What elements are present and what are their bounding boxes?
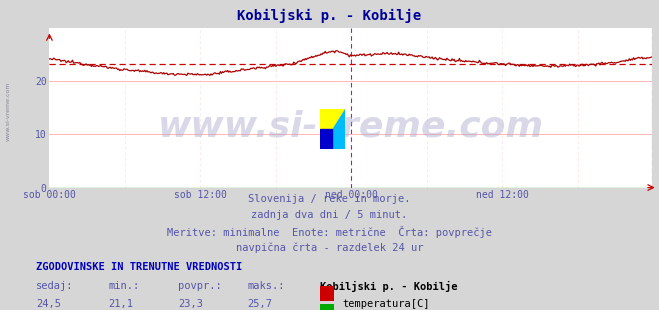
Text: www.si-vreme.com: www.si-vreme.com (5, 82, 11, 141)
Text: ZGODOVINSKE IN TRENUTNE VREDNOSTI: ZGODOVINSKE IN TRENUTNE VREDNOSTI (36, 262, 243, 272)
Text: 25,7: 25,7 (247, 299, 272, 309)
Text: Kobiljski p. - Kobilje: Kobiljski p. - Kobilje (320, 281, 457, 292)
Polygon shape (320, 129, 332, 149)
Text: sedaj:: sedaj: (36, 281, 74, 291)
Polygon shape (320, 108, 345, 149)
Text: maks.:: maks.: (247, 281, 285, 291)
Text: Kobiljski p. - Kobilje: Kobiljski p. - Kobilje (237, 9, 422, 23)
Text: 21,1: 21,1 (109, 299, 134, 309)
Text: zadnja dva dni / 5 minut.: zadnja dva dni / 5 minut. (251, 210, 408, 220)
Polygon shape (320, 108, 345, 149)
Text: Meritve: minimalne  Enote: metrične  Črta: povprečje: Meritve: minimalne Enote: metrične Črta:… (167, 226, 492, 238)
Text: 23,3: 23,3 (178, 299, 203, 309)
Text: temperatura[C]: temperatura[C] (342, 299, 430, 309)
Text: navpična črta - razdelek 24 ur: navpična črta - razdelek 24 ur (236, 242, 423, 253)
Text: Slovenija / reke in morje.: Slovenija / reke in morje. (248, 194, 411, 204)
Text: www.si-vreme.com: www.si-vreme.com (158, 110, 544, 144)
Text: min.:: min.: (109, 281, 140, 291)
Text: 24,5: 24,5 (36, 299, 61, 309)
Text: povpr.:: povpr.: (178, 281, 221, 291)
